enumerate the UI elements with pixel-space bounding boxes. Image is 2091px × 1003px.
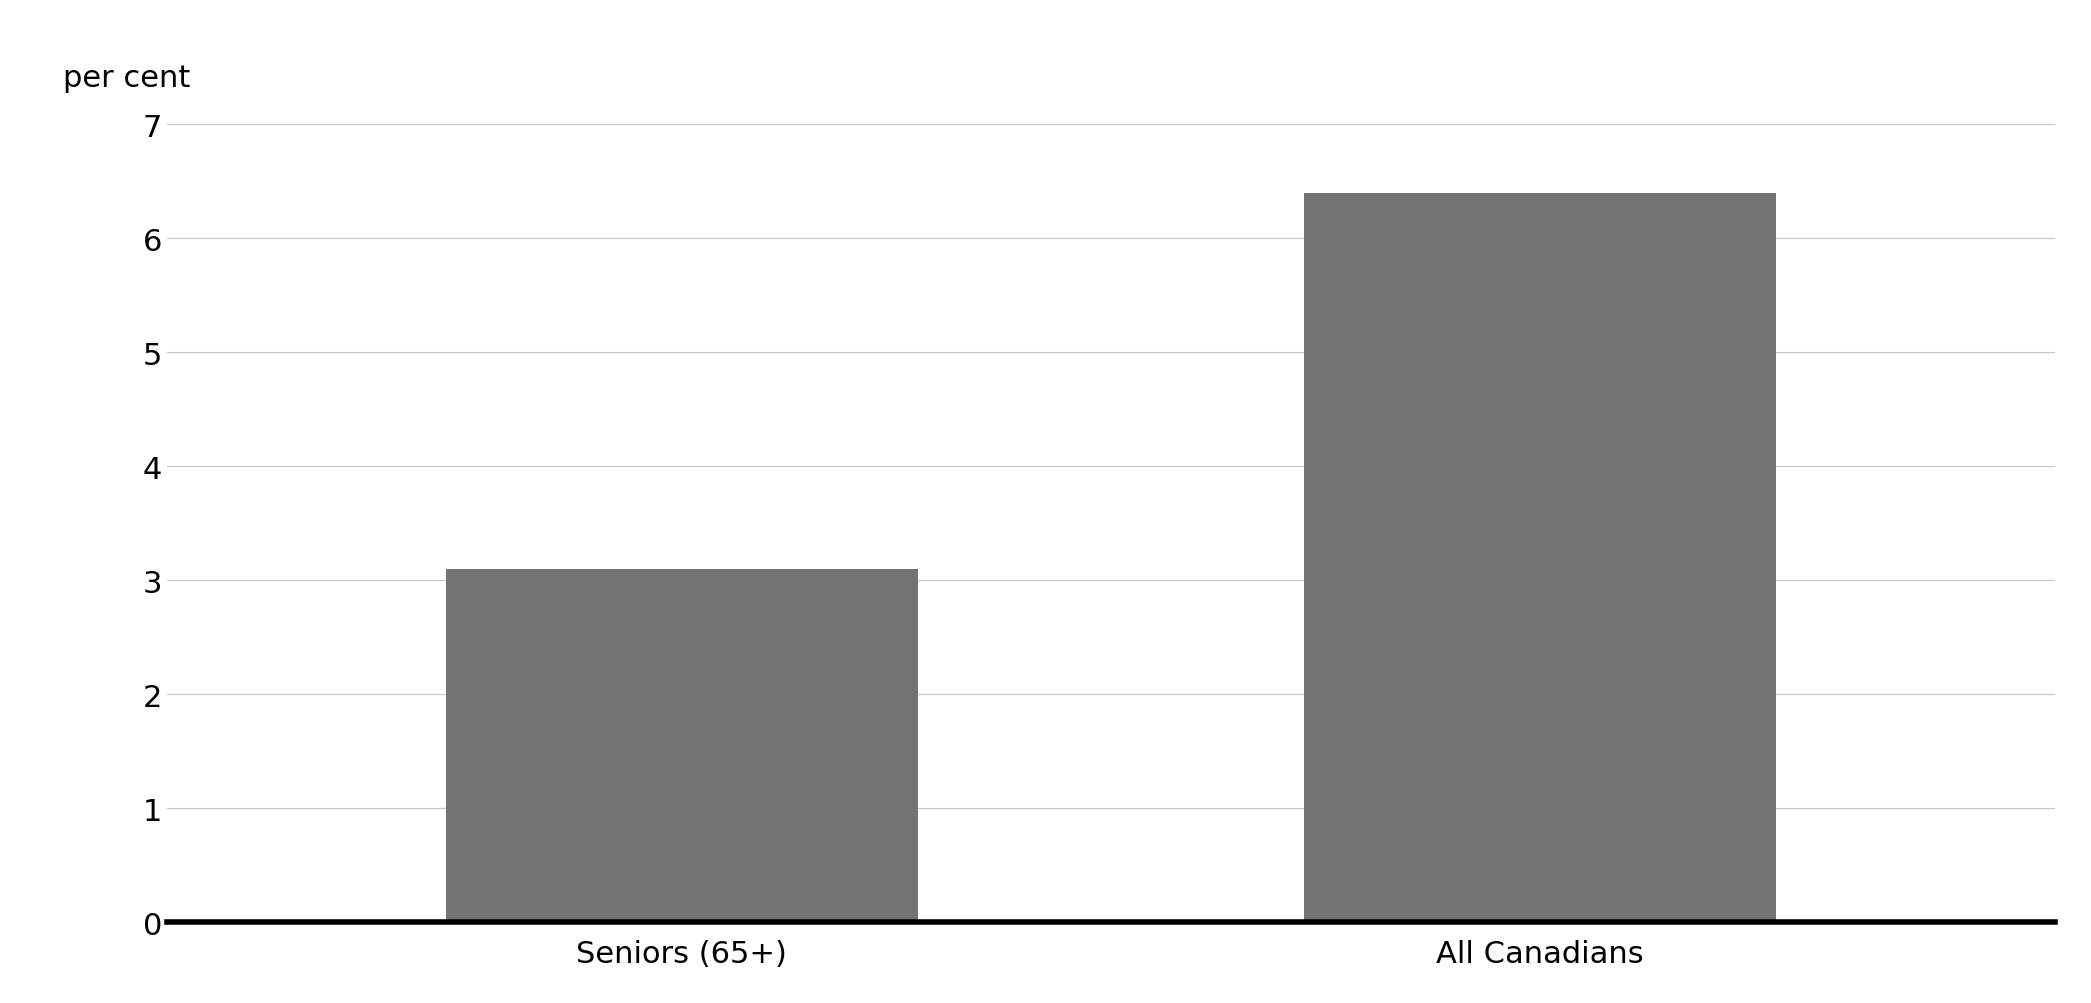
Text: per cent: per cent	[63, 64, 190, 93]
Bar	[1305, 194, 1775, 923]
Bar	[445, 570, 918, 923]
